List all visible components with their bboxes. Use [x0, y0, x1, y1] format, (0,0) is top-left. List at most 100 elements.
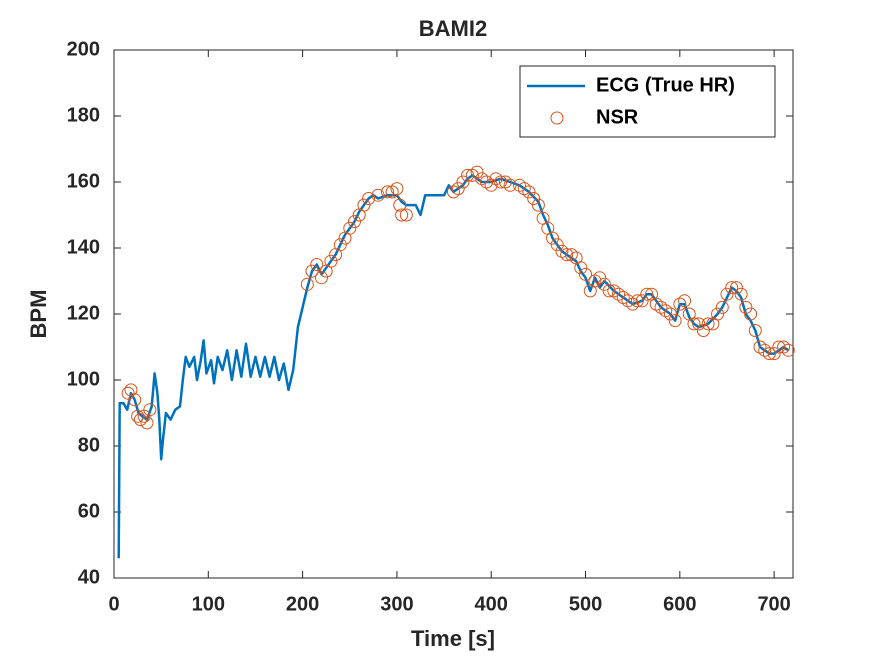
data-point [470, 165, 484, 179]
data-point [753, 340, 767, 354]
data-point [399, 208, 413, 222]
data-point [513, 178, 527, 192]
data-point [465, 168, 479, 182]
data-point [357, 198, 371, 212]
data-point [393, 198, 407, 212]
data-point [762, 347, 776, 361]
data-point [498, 175, 512, 189]
data-point [390, 182, 404, 196]
data-point [654, 300, 668, 314]
data-point [597, 277, 611, 291]
data-point [451, 182, 465, 196]
y-tick-label: 120 [67, 302, 100, 324]
x-tick-label: 600 [663, 593, 696, 615]
data-point [300, 277, 314, 291]
x-tick-label: 400 [475, 593, 508, 615]
data-point [324, 254, 338, 268]
data-point [140, 416, 154, 430]
data-point [711, 307, 725, 321]
x-tick-label: 300 [380, 593, 413, 615]
data-point [362, 192, 376, 205]
data-point [748, 324, 762, 337]
data-point [480, 175, 494, 189]
data-point [635, 294, 649, 308]
y-axis-label: BPM [26, 290, 51, 339]
data-point [602, 284, 616, 298]
data-point [715, 300, 729, 314]
data-point [574, 261, 588, 275]
data-point [640, 287, 654, 301]
data-point [772, 340, 786, 354]
data-point [663, 307, 677, 321]
data-point [314, 271, 328, 285]
y-tick-label: 80 [78, 434, 100, 456]
data-point [564, 248, 578, 262]
data-point [668, 314, 682, 328]
data-point [475, 172, 489, 186]
data-point [124, 383, 138, 397]
data-point [659, 304, 673, 318]
x-axis-label: Time [s] [411, 626, 495, 651]
data-point [729, 281, 743, 295]
legend-swatch [550, 111, 564, 125]
data-point [777, 340, 791, 354]
data-point [626, 297, 640, 311]
data-point [758, 343, 772, 357]
data-point [649, 297, 663, 311]
y-tick-label: 40 [78, 566, 100, 588]
data-point [522, 185, 536, 199]
y-tick-label: 100 [67, 368, 100, 390]
x-tick-label: 700 [757, 593, 790, 615]
y-tick-label: 140 [67, 236, 100, 258]
data-point [531, 198, 545, 212]
data-point [395, 208, 409, 222]
data-point [579, 267, 593, 281]
data-point [503, 178, 517, 192]
data-point [630, 294, 644, 308]
legend-label: NSR [596, 106, 639, 128]
data-point [347, 215, 361, 229]
data-point [489, 172, 503, 186]
data-point [678, 294, 692, 308]
data-point [701, 317, 715, 331]
data-point [143, 403, 157, 417]
data-point [310, 258, 324, 271]
data-point [687, 317, 701, 331]
data-point [621, 294, 635, 308]
data-point [739, 300, 753, 314]
data-point [385, 185, 399, 199]
data-point [696, 324, 710, 337]
data-point [380, 185, 394, 199]
data-point [560, 248, 574, 262]
data-point [612, 287, 626, 301]
data-point [692, 317, 706, 331]
legend-box [519, 65, 776, 138]
data-point [550, 238, 564, 252]
x-tick-label: 500 [569, 593, 602, 615]
data-point [725, 281, 739, 295]
data-point [593, 271, 607, 285]
data-point [456, 175, 470, 189]
data-point [343, 221, 357, 235]
x-tick-label: 200 [286, 593, 319, 615]
data-point [371, 188, 385, 202]
legend-label: ECG (True HR) [596, 74, 735, 96]
data-point [484, 178, 498, 192]
x-tick-label: 0 [108, 593, 119, 615]
data-point [555, 244, 569, 258]
data-point [121, 386, 135, 400]
data-point [734, 287, 748, 301]
data-point [333, 238, 347, 252]
data-point [744, 307, 758, 321]
data-point [546, 231, 560, 245]
data-point [781, 343, 795, 357]
data-point [720, 287, 734, 301]
data-point [673, 297, 687, 311]
data-point [494, 175, 508, 189]
data-point [607, 284, 621, 298]
y-tick-label: 60 [78, 500, 100, 522]
data-point [616, 291, 630, 304]
data-point [305, 264, 319, 278]
